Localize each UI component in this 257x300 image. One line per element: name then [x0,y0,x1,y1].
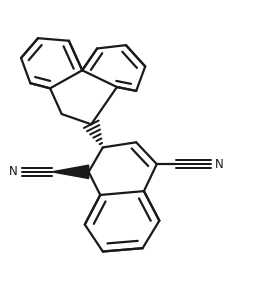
Text: N: N [215,158,224,171]
Text: N: N [9,165,18,178]
Polygon shape [52,165,89,178]
